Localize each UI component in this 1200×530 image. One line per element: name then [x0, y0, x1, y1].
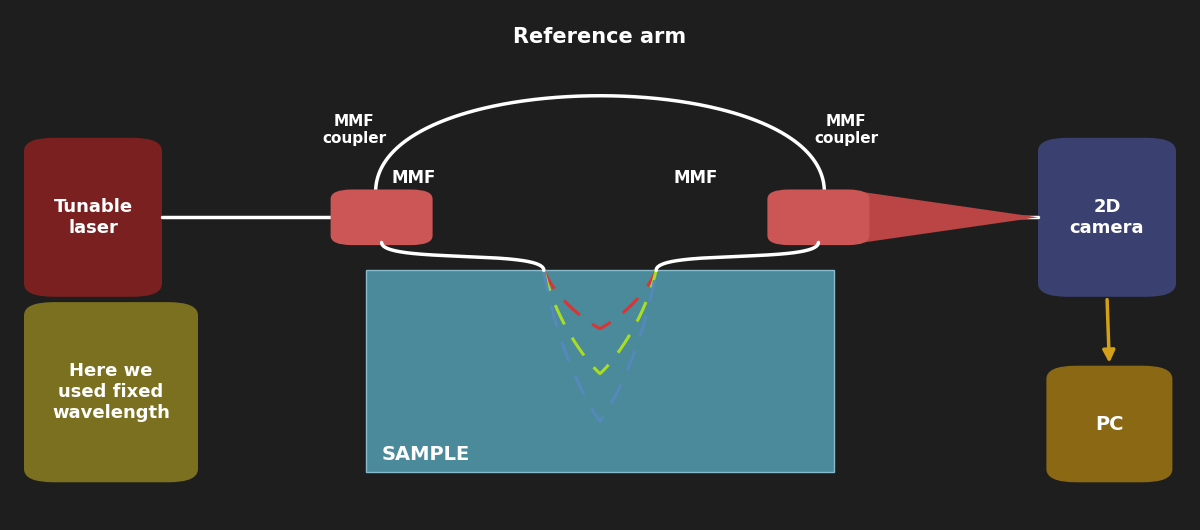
Text: Tunable
laser: Tunable laser [54, 198, 132, 237]
Polygon shape [864, 192, 1038, 243]
FancyBboxPatch shape [331, 190, 433, 245]
FancyBboxPatch shape [768, 190, 870, 245]
FancyBboxPatch shape [24, 138, 162, 297]
Text: 2D
camera: 2D camera [1069, 198, 1145, 237]
Text: PC: PC [1096, 414, 1123, 434]
Text: Reference arm: Reference arm [514, 27, 686, 47]
Text: MMF
coupler: MMF coupler [322, 113, 386, 146]
Text: SAMPLE: SAMPLE [382, 445, 470, 464]
Text: MMF: MMF [392, 169, 436, 187]
FancyBboxPatch shape [366, 270, 834, 472]
Text: MMF
coupler: MMF coupler [814, 113, 878, 146]
FancyBboxPatch shape [24, 302, 198, 482]
Text: MMF: MMF [674, 169, 718, 187]
Text: Here we
used fixed
wavelength: Here we used fixed wavelength [52, 363, 170, 422]
FancyBboxPatch shape [1038, 138, 1176, 297]
FancyBboxPatch shape [1046, 366, 1172, 482]
